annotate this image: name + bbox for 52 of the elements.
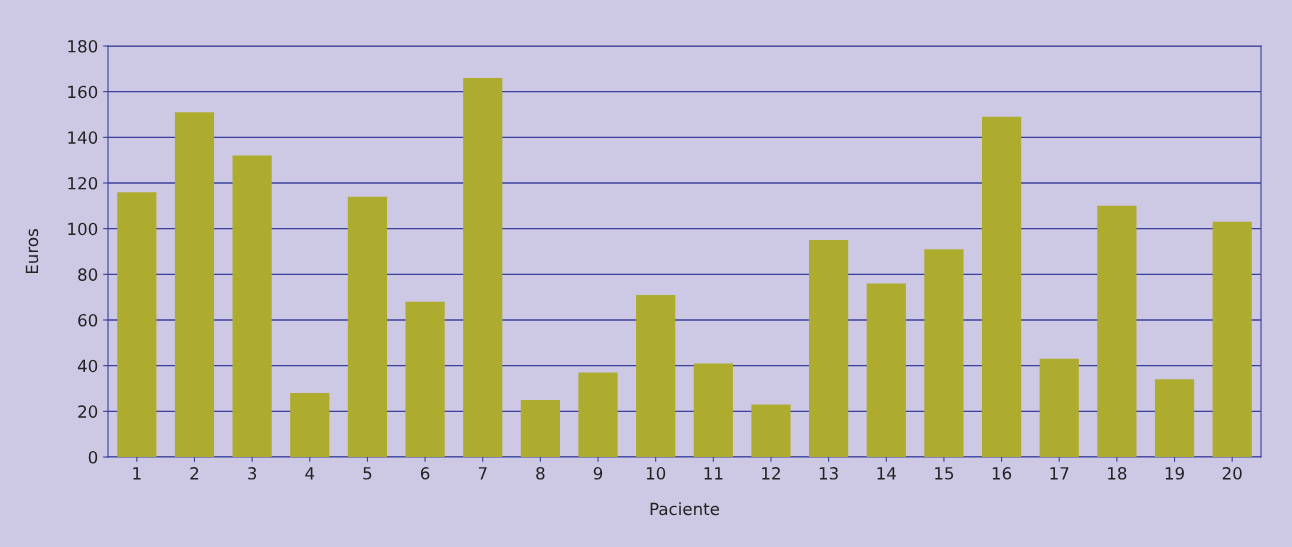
y-axis-title: Euros xyxy=(25,229,39,274)
bar xyxy=(1097,205,1137,457)
bar xyxy=(924,249,964,457)
x-tick-label: 16 xyxy=(992,467,1012,480)
x-tick-label: 14 xyxy=(877,467,896,480)
bar xyxy=(693,363,733,457)
bar xyxy=(117,192,157,457)
bar xyxy=(174,112,215,457)
x-tick-label: 7 xyxy=(478,467,487,480)
x-tick-label: 19 xyxy=(1165,467,1184,480)
bar xyxy=(232,155,272,457)
x-axis-title: Paciente xyxy=(650,502,720,516)
bar xyxy=(463,77,503,457)
bar xyxy=(636,294,676,457)
y-tick-label: 20 xyxy=(78,405,98,418)
bar xyxy=(981,116,1022,457)
y-tick-label: 140 xyxy=(68,131,98,144)
bar xyxy=(1212,221,1252,457)
y-tick-label: 120 xyxy=(68,176,98,190)
bar xyxy=(866,283,906,457)
x-tick-label: 8 xyxy=(536,467,545,480)
bar xyxy=(520,399,560,457)
bar xyxy=(578,372,618,457)
bar xyxy=(1039,358,1079,457)
bar xyxy=(751,404,791,457)
x-tick-label: 15 xyxy=(935,467,954,480)
x-tick-label: 17 xyxy=(1050,467,1069,480)
x-tick-label: 12 xyxy=(762,467,780,480)
y-tick-label: 40 xyxy=(77,359,98,373)
y-tick-label: 100 xyxy=(68,222,98,236)
x-tick-label: 6 xyxy=(420,467,430,480)
bar xyxy=(405,301,445,457)
y-tick-label: 0 xyxy=(88,450,98,464)
bar xyxy=(1154,379,1195,457)
x-tick-label: 5 xyxy=(363,467,372,480)
bar xyxy=(347,196,388,457)
x-tick-label: 4 xyxy=(305,467,315,480)
x-tick-label: 13 xyxy=(819,467,838,480)
x-tick-label: 9 xyxy=(593,467,603,480)
y-tick-label: 80 xyxy=(78,268,98,281)
bar xyxy=(809,240,849,457)
x-tick-label: 18 xyxy=(1108,467,1127,480)
x-tick-label: 1 xyxy=(133,467,141,480)
y-tick-label: 180 xyxy=(68,39,98,53)
x-tick-label: 11 xyxy=(704,467,723,480)
y-tick-label: 160 xyxy=(68,85,98,99)
x-tick-label: 20 xyxy=(1222,467,1242,480)
x-tick-label: 10 xyxy=(646,467,666,480)
y-tick-label: 60 xyxy=(78,313,98,327)
x-tick-label: 2 xyxy=(190,467,199,480)
bar xyxy=(290,393,330,457)
x-tick-label: 3 xyxy=(248,467,257,480)
